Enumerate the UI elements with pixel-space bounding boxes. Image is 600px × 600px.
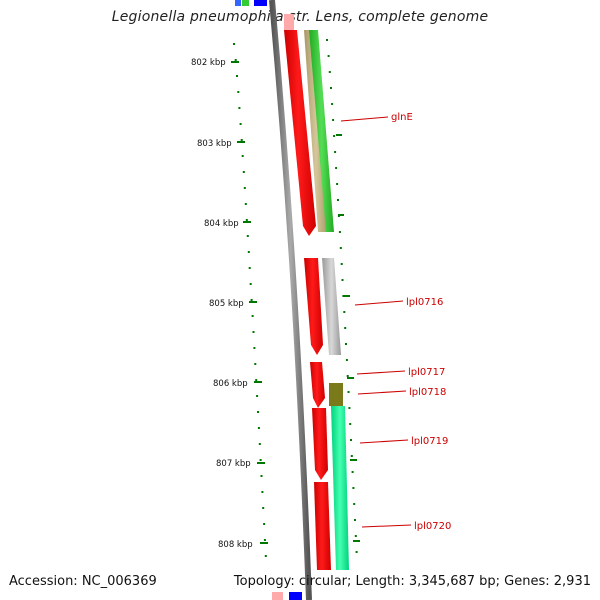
cds-lpl0720-arrow	[314, 482, 331, 570]
cds-lpl0716-arrow	[304, 258, 323, 355]
topology-text: Topology: circular; Length: 3,345,687 bp…	[233, 574, 591, 589]
top-feature-stubs	[235, 0, 294, 30]
feature-green-bar	[309, 30, 334, 232]
feature-spring-bar	[331, 406, 349, 570]
gene-label-lpl0719[interactable]: lpl0719	[411, 436, 448, 447]
gene-label-glne[interactable]: glnE	[391, 112, 413, 123]
genome-backbone	[269, 0, 312, 600]
cds-lpl0717-arrow	[310, 362, 325, 408]
gene-label-lpl0718[interactable]: lpl0718	[409, 387, 446, 398]
kbp-label: 805 kbp	[209, 299, 244, 309]
feature-grey-bar	[322, 258, 341, 355]
cds-glne-arrow	[284, 30, 316, 236]
gene-label-lpl0717[interactable]: lpl0717	[408, 367, 445, 378]
accession-text: Accession: NC_006369	[9, 574, 157, 589]
ruler-major-right	[336, 134, 360, 542]
map-title: Legionella pneumophila str. Lens, comple…	[111, 9, 489, 25]
feature-olive-bar	[329, 383, 343, 406]
gene-label-lpl0720[interactable]: lpl0720	[414, 521, 451, 532]
bottom-feature-stubs	[272, 592, 302, 600]
kbp-label: 808 kbp	[218, 540, 253, 550]
gene-leader-lines	[340, 116, 412, 528]
gene-labels: glnE lpl0716 lpl0717 lpl0718 lpl0719 lpl…	[391, 112, 451, 532]
ruler-major: 802 kbp 803 kbp 804 kbp 805 kbp 806 kbp …	[191, 58, 268, 550]
kbp-label: 806 kbp	[213, 379, 248, 389]
kbp-label: 807 kbp	[216, 459, 251, 469]
ruler-minor-ticks-left	[233, 43, 267, 557]
cds-lpl0719-arrow	[312, 408, 328, 480]
kbp-label: 803 kbp	[197, 139, 232, 149]
kbp-label: 802 kbp	[191, 58, 226, 68]
kbp-label: 804 kbp	[204, 219, 239, 229]
gene-label-lpl0716[interactable]: lpl0716	[406, 297, 443, 308]
